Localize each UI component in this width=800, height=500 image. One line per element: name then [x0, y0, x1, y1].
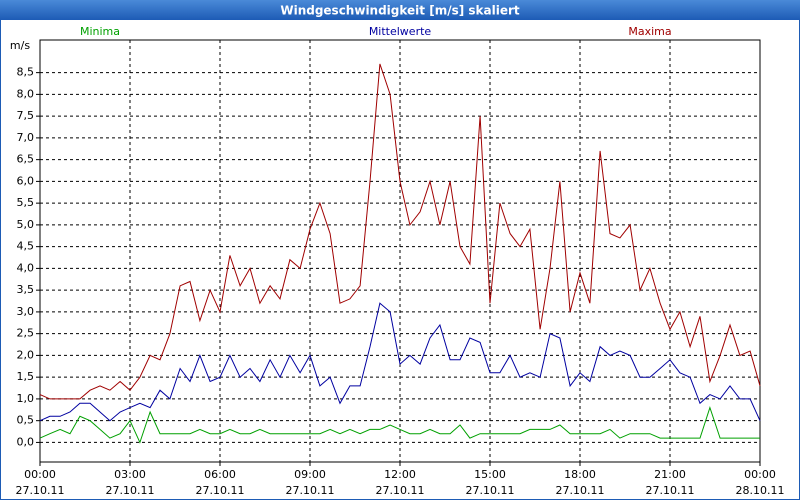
x-tick-label: 12:00 27.10.11 [376, 468, 425, 497]
x-tick-label: 00:00 28.10.11 [736, 468, 785, 497]
legend-label: Minima [80, 25, 120, 38]
x-tick-label: 18:00 27.10.11 [556, 468, 605, 497]
legend-label: Mittelwerte [369, 25, 432, 38]
y-tick-label: 0,0 [17, 435, 35, 448]
y-tick-label: 8,0 [17, 87, 35, 100]
x-tick-label: 09:00 27.10.11 [286, 468, 335, 497]
x-tick-label: 21:00 27.10.11 [646, 468, 695, 497]
data-line [39, 63, 761, 400]
x-tick-label: 00:00 27.10.11 [16, 468, 65, 497]
y-tick-label: 3,0 [17, 305, 35, 318]
y-tick-label: 0,5 [17, 414, 35, 427]
y-tick-label: 7,0 [17, 131, 35, 144]
data-line [39, 406, 760, 444]
x-tick-label: 03:00 27.10.11 [106, 468, 155, 497]
y-axis-unit: m/s [10, 39, 30, 52]
y-tick-label: 1,0 [17, 392, 35, 405]
x-tick-label: 06:00 27.10.11 [196, 468, 245, 497]
y-tick-label: 8,5 [17, 66, 35, 79]
y-tick-label: 6,0 [17, 174, 35, 187]
y-tick-label: 7,5 [17, 109, 35, 122]
y-tick-label: 5,0 [17, 218, 35, 231]
y-tick-label: 3,5 [17, 283, 35, 296]
legend-label: Maxima [628, 25, 671, 38]
y-tick-label: 2,5 [17, 327, 35, 340]
y-tick-label: 4,5 [17, 240, 35, 253]
y-tick-label: 1,5 [17, 370, 35, 383]
chart-title: Windgeschwindigkeit [m/s] skaliert [280, 4, 520, 18]
y-tick-label: 5,5 [17, 196, 35, 209]
data-line [39, 302, 761, 422]
title-bar [0, 0, 800, 20]
x-tick-label: 15:00 27.10.11 [466, 468, 515, 497]
y-tick-label: 4,0 [17, 261, 35, 274]
y-tick-label: 6,5 [17, 153, 35, 166]
y-tick-label: 2,0 [17, 348, 35, 361]
